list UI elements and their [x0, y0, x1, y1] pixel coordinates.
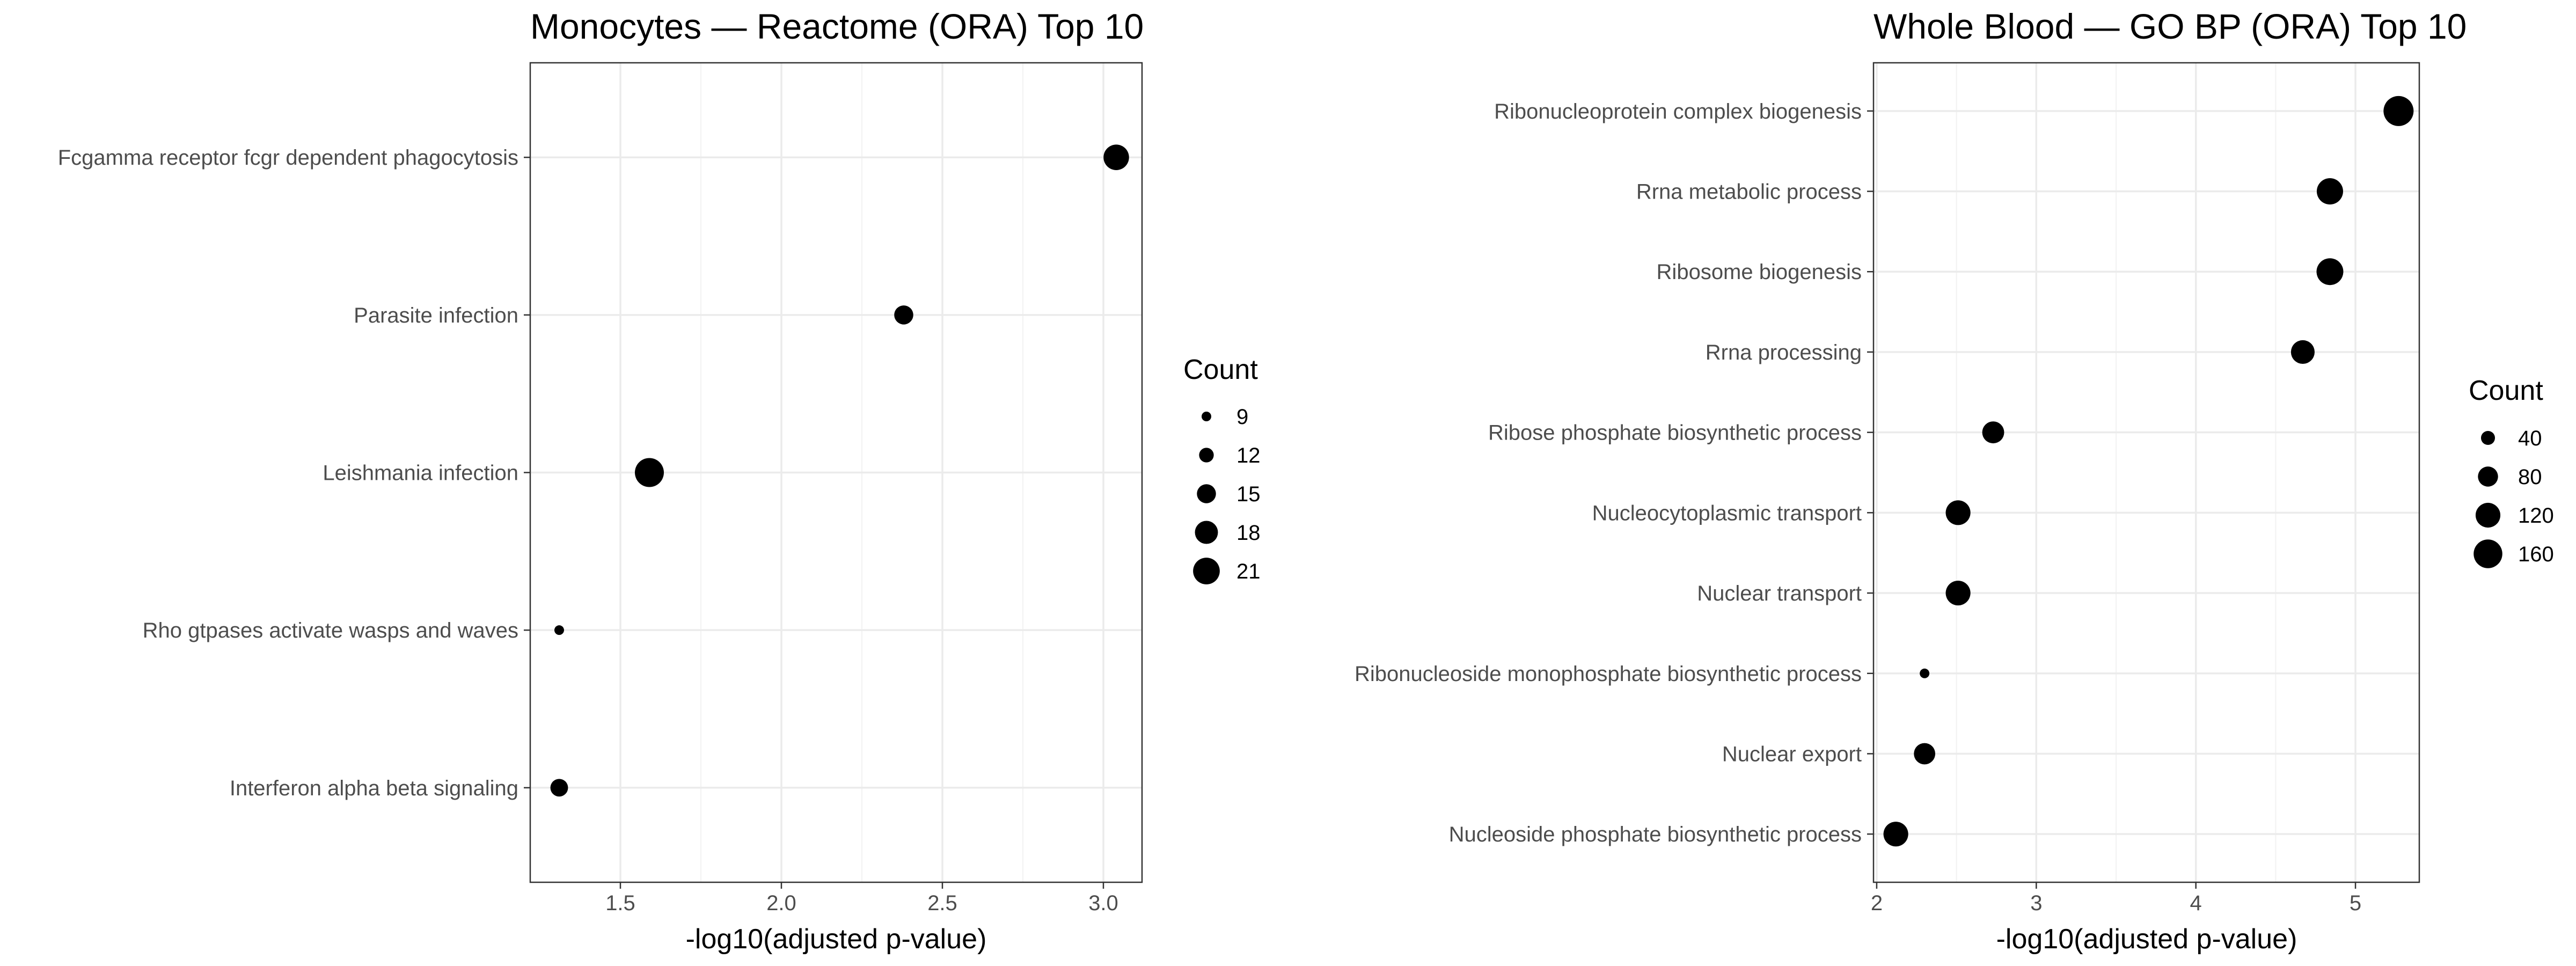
y-tick-label: Nucleoside phosphate biosynthetic proces… [1449, 823, 1862, 846]
y-tick-label: Nuclear export [1722, 742, 1862, 766]
y-tick-label: Ribose phosphate biosynthetic process [1488, 421, 1862, 445]
data-point [2316, 178, 2343, 205]
y-tick-label: Interferon alpha beta signaling [230, 777, 518, 800]
legend-label: 15 [1236, 482, 1261, 506]
legend-key [1199, 448, 1214, 463]
legend-key [1202, 412, 1211, 421]
data-point [1103, 144, 1129, 170]
y-tick-label: Parasite infection [354, 304, 518, 327]
data-point [1945, 580, 1971, 606]
y-tick-label: Ribonucleoside monophosphate biosyntheti… [1355, 662, 1862, 686]
x-tick-label: 2.0 [766, 891, 796, 915]
data-point [550, 779, 568, 797]
legend-title: Count [1183, 354, 1258, 385]
legend-label: 80 [2518, 465, 2542, 489]
legend-label: 160 [2518, 543, 2554, 566]
x-tick-label: 2.5 [927, 891, 957, 915]
legend-key [2478, 466, 2498, 487]
y-tick-label: Nucleocytoplasmic transport [1592, 501, 1862, 525]
data-point [2316, 258, 2344, 286]
legend-label: 18 [1236, 521, 1261, 545]
y-tick-label: Ribonucleoprotein complex biogenesis [1494, 100, 1862, 123]
legend-label: 12 [1236, 444, 1261, 467]
plot-border [1872, 62, 2420, 883]
data-point [1945, 500, 1971, 525]
legend-key [2480, 430, 2496, 445]
chart-panel-monocytes: Monocytes — Reactome (ORA) Top 10 Fcgamm… [58, 6, 1261, 955]
chart-title: Whole Blood — GO BP (ORA) Top 10 [1874, 6, 2467, 46]
x-tick-label: 1.5 [605, 891, 635, 915]
y-tick-label: Rrna metabolic process [1636, 180, 1862, 204]
y-tick-label: Leishmania infection [323, 462, 518, 485]
legend-key [1197, 484, 1216, 503]
x-tick-label: 3.0 [1088, 891, 1118, 915]
y-tick-label: Nuclear transport [1697, 582, 1862, 605]
y-tick-label: Rrna processing [1706, 341, 1862, 364]
data-point [1883, 822, 1908, 847]
data-point [1982, 421, 2004, 444]
y-tick-label: Rho gtpases activate wasps and waves [143, 619, 518, 642]
legend-key [1193, 558, 1220, 584]
legend-label: 40 [2518, 427, 2542, 450]
x-axis-title: -log10(adjusted p-value) [686, 924, 987, 955]
data-point [554, 625, 564, 635]
x-tick-label: 5 [2350, 891, 2361, 915]
y-tick-label: Fcgamma receptor fcgr dependent phagocyt… [58, 146, 518, 170]
legend-key [2473, 539, 2502, 568]
y-tick-label: Ribosome biogenesis [1657, 260, 1862, 284]
data-point [1914, 743, 1936, 765]
legend-label: 9 [1236, 405, 1248, 429]
chart-panel-whole-blood: Whole Blood — GO BP (ORA) Top 10 Ribonuc… [1355, 6, 2554, 955]
data-point [2383, 96, 2414, 126]
x-tick-label: 4 [2190, 891, 2202, 915]
legend-label: 21 [1236, 560, 1261, 583]
x-tick-label: 3 [2030, 891, 2042, 915]
data-point [1920, 668, 1930, 678]
x-axis-title: -log10(adjusted p-value) [1996, 924, 2297, 955]
data-point [894, 305, 913, 325]
data-point [2290, 340, 2315, 364]
x-tick-label: 2 [1871, 891, 1883, 915]
legend-key [2475, 502, 2501, 528]
legend-label: 120 [2518, 504, 2554, 528]
legend-title: Count [2469, 375, 2543, 406]
size-legend: Count 9 12 15 18 21 [1183, 354, 1261, 584]
size-legend: Count 40 80 120 160 [2469, 375, 2554, 568]
legend-key [1195, 521, 1218, 544]
data-point [635, 458, 664, 487]
chart-title: Monocytes — Reactome (ORA) Top 10 [530, 6, 1144, 46]
